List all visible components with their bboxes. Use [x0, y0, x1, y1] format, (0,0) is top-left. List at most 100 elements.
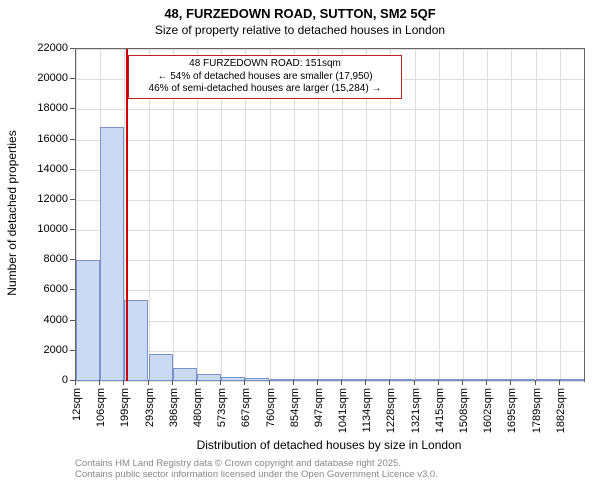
- y-tick-mark: [70, 199, 75, 200]
- y-tick-label: 4000: [23, 314, 68, 326]
- histogram-bar: [463, 379, 487, 381]
- x-tick-label: 854sqm: [289, 388, 301, 427]
- x-tick-label: 947sqm: [313, 388, 325, 427]
- gridline-h: [76, 321, 584, 322]
- y-tick-label: 20000: [23, 72, 68, 84]
- y-tick-mark: [70, 320, 75, 321]
- gridline-v: [487, 49, 488, 381]
- y-tick-label: 2000: [23, 344, 68, 356]
- gridline-v: [439, 49, 440, 381]
- x-tick-mark: [220, 380, 221, 385]
- histogram-bar: [366, 379, 390, 381]
- histogram-bar: [294, 379, 318, 381]
- gridline-h: [76, 140, 584, 141]
- x-tick-mark: [462, 380, 463, 385]
- y-tick-label: 0: [23, 374, 68, 386]
- x-tick-mark: [389, 380, 390, 385]
- gridline-v: [318, 49, 319, 381]
- x-tick-label: 106sqm: [95, 388, 107, 427]
- x-tick-label: 1415sqm: [434, 388, 446, 433]
- histogram-bar: [173, 368, 197, 381]
- callout-line: ← 54% of detached houses are smaller (17…: [135, 71, 395, 84]
- gridline-v: [173, 49, 174, 381]
- x-tick-mark: [341, 380, 342, 385]
- chart-title: 48, FURZEDOWN ROAD, SUTTON, SM2 5QF: [0, 0, 600, 23]
- histogram-bar: [221, 377, 245, 381]
- gridline-v: [245, 49, 246, 381]
- y-tick-label: 22000: [23, 42, 68, 54]
- gridline-h: [76, 109, 584, 110]
- gridline-v: [221, 49, 222, 381]
- gridline-h: [76, 230, 584, 231]
- property-marker-line: [126, 49, 128, 381]
- chart-subtitle: Size of property relative to detached ho…: [0, 23, 600, 39]
- x-tick-mark: [75, 380, 76, 385]
- x-tick-label: 293sqm: [144, 388, 156, 427]
- x-tick-label: 12sqm: [71, 388, 83, 421]
- gridline-v: [415, 49, 416, 381]
- histogram-bar: [560, 379, 584, 381]
- histogram-bar: [197, 374, 221, 381]
- x-tick-label: 667sqm: [240, 388, 252, 427]
- gridline-v: [463, 49, 464, 381]
- histogram-bar: [536, 379, 560, 381]
- callout-line: 46% of semi-detached houses are larger (…: [135, 83, 395, 96]
- y-tick-label: 10000: [23, 223, 68, 235]
- y-tick-label: 16000: [23, 133, 68, 145]
- x-tick-label: 1602sqm: [482, 388, 494, 433]
- gridline-h: [76, 290, 584, 291]
- x-tick-mark: [414, 380, 415, 385]
- gridline-v: [366, 49, 367, 381]
- gridline-h: [76, 260, 584, 261]
- y-tick-mark: [70, 289, 75, 290]
- footer: Contains HM Land Registry data © Crown c…: [75, 458, 438, 480]
- histogram-bar: [318, 379, 342, 381]
- callout-box: 48 FURZEDOWN ROAD: 151sqm← 54% of detach…: [128, 55, 402, 99]
- gridline-v: [511, 49, 512, 381]
- histogram-bar: [390, 379, 414, 381]
- gridline-v: [342, 49, 343, 381]
- x-tick-label: 1134sqm: [361, 388, 373, 432]
- x-tick-mark: [486, 380, 487, 385]
- x-tick-label: 1228sqm: [385, 388, 397, 433]
- x-tick-label: 1321sqm: [410, 388, 422, 433]
- x-tick-mark: [123, 380, 124, 385]
- gridline-v: [536, 49, 537, 381]
- x-tick-mark: [172, 380, 173, 385]
- gridline-h: [76, 170, 584, 171]
- y-tick-label: 6000: [23, 283, 68, 295]
- y-tick-mark: [70, 108, 75, 109]
- x-tick-mark: [317, 380, 318, 385]
- histogram-bar: [245, 378, 269, 381]
- x-axis-label-text: Distribution of detached houses by size …: [197, 438, 462, 452]
- gridline-v: [270, 49, 271, 381]
- gridline-h: [76, 49, 584, 50]
- x-tick-mark: [244, 380, 245, 385]
- x-tick-label: 1789sqm: [531, 388, 543, 433]
- x-tick-label: 1041sqm: [337, 388, 349, 433]
- x-tick-label: 760sqm: [265, 388, 277, 427]
- x-tick-label: 573sqm: [216, 388, 228, 427]
- gridline-h: [76, 200, 584, 201]
- x-tick-mark: [535, 380, 536, 385]
- y-tick-mark: [70, 350, 75, 351]
- histogram-bar: [439, 379, 463, 381]
- histogram-bar: [149, 354, 173, 381]
- y-tick-mark: [70, 229, 75, 230]
- x-tick-mark: [559, 380, 560, 385]
- x-tick-label: 1882sqm: [555, 388, 567, 433]
- y-axis-label: Number of detached properties: [5, 113, 19, 313]
- histogram-bar: [342, 379, 366, 381]
- x-tick-mark: [99, 380, 100, 385]
- x-tick-mark: [293, 380, 294, 385]
- callout-line: 48 FURZEDOWN ROAD: 151sqm: [135, 58, 395, 71]
- x-tick-mark: [365, 380, 366, 385]
- gridline-h: [76, 351, 584, 352]
- x-tick-label: 386sqm: [168, 388, 180, 427]
- histogram-bar: [487, 379, 511, 381]
- x-tick-label: 199sqm: [119, 388, 131, 427]
- x-tick-mark: [438, 380, 439, 385]
- x-tick-mark: [148, 380, 149, 385]
- x-axis-label: Distribution of detached houses by size …: [75, 438, 583, 452]
- plot-area: 48 FURZEDOWN ROAD: 151sqm← 54% of detach…: [75, 48, 585, 382]
